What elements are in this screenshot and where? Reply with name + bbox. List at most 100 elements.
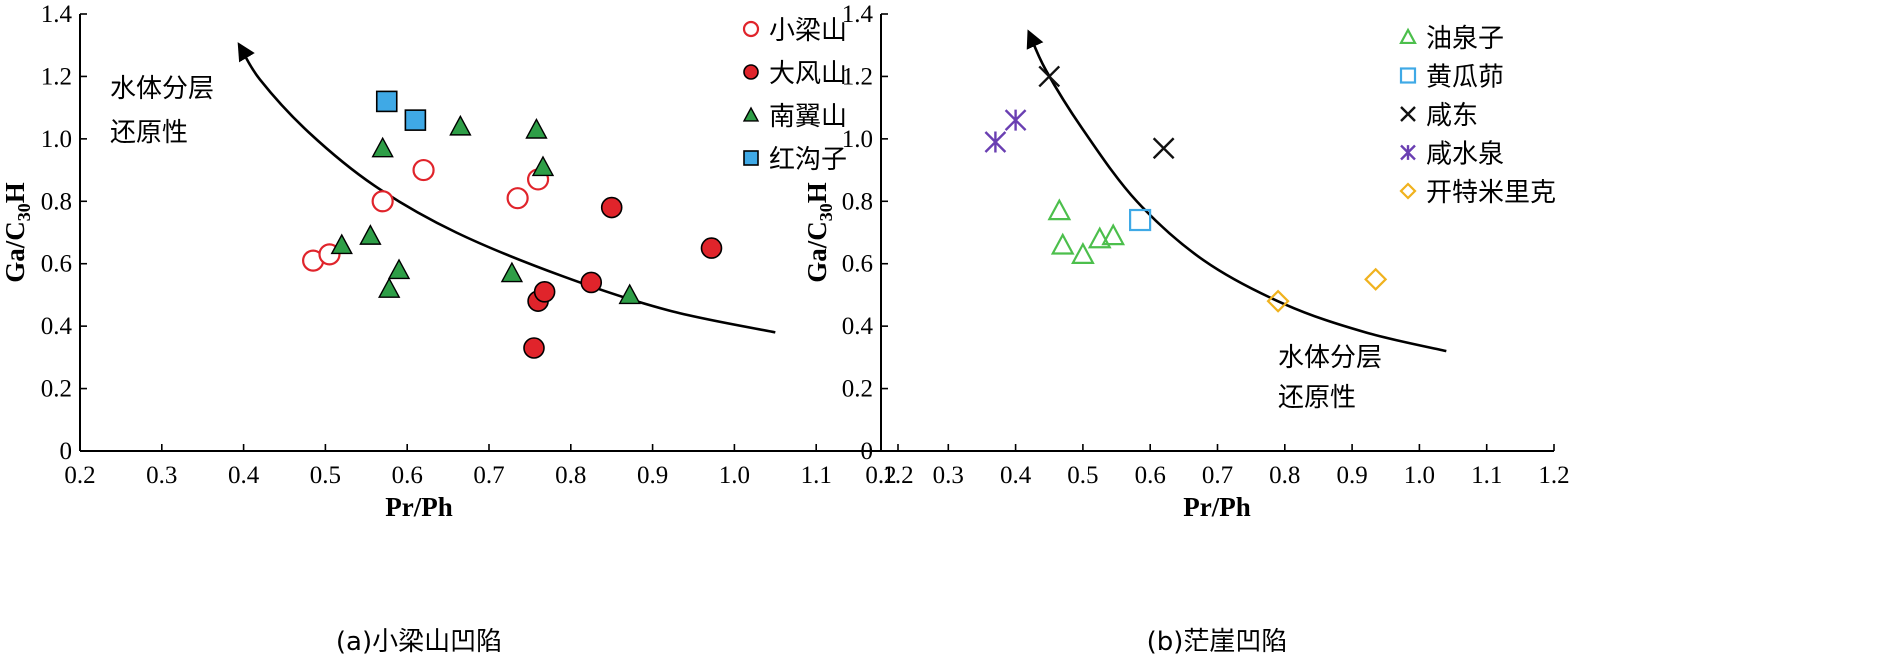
x-tick-label: 0.8 [555,462,586,489]
legend-label: 咸水泉 [1426,140,1504,170]
y-tick-label: 1.0 [41,126,72,153]
legend-marker [1399,182,1417,200]
legend-label: 大风山 [769,59,847,89]
legend-marker [742,106,760,122]
data-point [375,90,398,113]
annotation-text: 还原性 [110,118,188,148]
x-tick-label: 0.7 [1202,462,1233,489]
legend-label: 南翼山 [769,102,847,132]
x-tick-label: 0.2 [865,462,896,489]
y-tick-label: 1.2 [842,63,873,90]
x-axis-label: Pr/Ph [385,492,453,522]
y-axis-label: Ga/C30H [0,182,34,283]
legend-marker [743,150,759,166]
legend-label: 小梁山 [769,16,847,46]
chart-panel-1: 0.2 0.3 0.4 0.5 0.6 0.7 0.8 0.9 1.0 1.1 1.200.20.4… [0,1,914,657]
data-point [1071,242,1095,264]
data-point [1364,267,1388,291]
data-point [1129,208,1152,232]
x-tick-label: 0.4 [228,462,260,489]
trend-arrow-curve [1026,29,1447,353]
data-point [580,271,603,294]
legend-marker [1399,27,1417,45]
legend-label: 红沟子 [769,145,847,175]
data-point [1087,226,1112,249]
data-point [618,283,641,305]
data-point [1101,223,1126,246]
x-axis-label: Pr/Ph [1183,492,1251,522]
y-tick-label: 1.2 [41,63,72,90]
x-tick-label: 0.7 [473,462,504,489]
x-tick-label: 0.2 [64,462,95,489]
data-point [359,224,382,245]
data-point [378,277,401,298]
chart-panel-2: 0.2 0.3 0.4 0.5 0.6 0.7 0.8 0.9 1.0 1.1 1.200.20.4… [802,1,1570,657]
y-tick-label: 0.8 [842,188,873,215]
y-tick-label: 0 [60,438,73,465]
annotation-text: 还原性 [1278,383,1356,413]
x-tick-label: 0.4 [1000,462,1032,489]
y-tick-label: 0.6 [41,251,72,278]
data-point [412,158,435,182]
legend-marker [1399,67,1417,84]
data-point [1047,198,1072,221]
data-point [523,337,545,359]
legend-marker [1400,106,1416,122]
x-tick-label: 1.1 [801,462,832,489]
data-point [1038,65,1061,88]
y-axis-label: Ga/C30H [802,182,836,283]
y-tick-label: 1.0 [842,126,873,153]
legend-marker [743,64,759,80]
data-point [506,187,529,210]
x-tick-label: 0.5 [1067,462,1098,489]
x-tick-label: 1.0 [1404,462,1435,489]
data-point [1266,289,1290,313]
data-point [525,118,548,139]
data-point [984,131,1007,153]
x-tick-label: 0.9 [1336,462,1367,489]
data-point [371,136,394,158]
panel-caption: (a)小梁山凹陷 [336,627,502,657]
x-tick-label: 0.3 [146,462,177,489]
y-tick-label: 0.8 [41,188,72,215]
x-tick-label: 0.3 [933,462,964,489]
data-point [1004,109,1027,131]
legend-marker [1400,144,1416,161]
x-tick-label: 0.6 [1135,462,1166,489]
y-tick-label: 0 [861,438,874,465]
data-point [330,233,353,255]
legend-label: 油泉子 [1426,24,1504,54]
legend-marker [742,20,760,38]
legend-label: 咸东 [1426,101,1478,131]
x-tick-label: 0.5 [310,462,341,489]
annotation-text: 水体分层 [1278,343,1382,373]
trend-arrow-curve [237,42,776,334]
x-tick-label: 0.6 [392,462,423,489]
data-point [387,258,411,280]
data-point [1152,137,1175,160]
data-point [404,109,427,131]
y-tick-label: 1.4 [41,1,73,28]
y-tick-label: 0.4 [41,313,73,340]
data-point [700,237,723,259]
y-tick-label: 1.4 [842,1,874,28]
annotation-text: 水体分层 [110,74,214,104]
y-tick-label: 0.2 [41,376,72,403]
data-point [500,261,524,283]
x-tick-label: 1.2 [882,462,913,489]
legend-label: 开特米里克 [1426,178,1556,208]
x-tick-label: 0.9 [637,462,668,489]
data-point [531,155,555,177]
y-tick-label: 0.6 [842,251,873,278]
data-point [371,190,394,213]
data-point [533,281,556,303]
legend-label: 黄瓜茆 [1426,63,1504,93]
panel-caption: (b)茫崖凹陷 [1147,627,1288,657]
x-tick-label: 1.2 [1538,462,1569,489]
x-tick-label: 0.8 [1269,462,1300,489]
y-tick-label: 0.4 [842,313,874,340]
y-tick-label: 0.2 [842,376,873,403]
data-point [449,114,472,136]
x-tick-label: 1.1 [1471,462,1502,489]
